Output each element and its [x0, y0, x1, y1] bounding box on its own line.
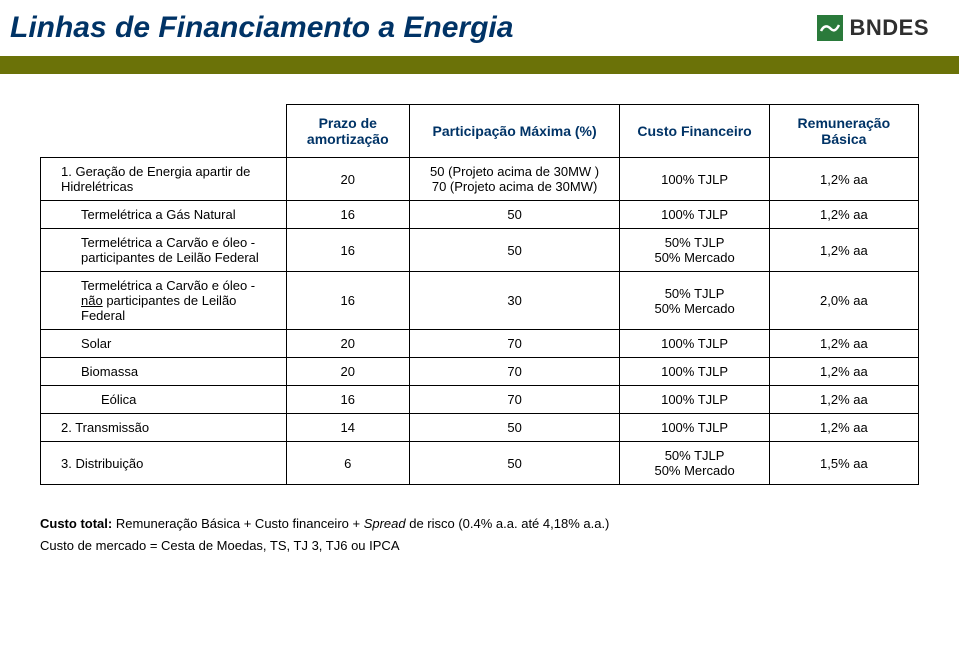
- col-header-empty: [41, 105, 287, 158]
- table-row: 2. Transmissão1450100% TJLP1,2% aa: [41, 414, 919, 442]
- content-area: Prazo de amortização Participação Máxima…: [0, 74, 959, 495]
- table-cell: 16: [286, 386, 409, 414]
- logo-icon: [817, 15, 843, 41]
- table-cell: 50% TJLP50% Mercado: [620, 442, 769, 485]
- header-bar: Linhas de Financiamento a Energia BNDES: [0, 0, 959, 56]
- table-cell: 50 (Projeto acima de 30MW )70 (Projeto a…: [409, 158, 620, 201]
- table-cell: 1,2% aa: [769, 414, 918, 442]
- table-cell: 50: [409, 229, 620, 272]
- table-cell: 100% TJLP: [620, 414, 769, 442]
- olive-strip: [0, 56, 959, 74]
- row-label: Solar: [41, 330, 287, 358]
- logo: BNDES: [817, 15, 929, 41]
- table-cell: 20: [286, 358, 409, 386]
- page-title: Linhas de Financiamento a Energia: [10, 11, 513, 45]
- table-cell: 1,2% aa: [769, 358, 918, 386]
- table-cell: 50: [409, 201, 620, 229]
- table-cell: 100% TJLP: [620, 201, 769, 229]
- footer-line2: Custo de mercado = Cesta de Moedas, TS, …: [40, 535, 919, 557]
- footer-line1-italic: Spread: [364, 516, 406, 531]
- table-cell: 100% TJLP: [620, 358, 769, 386]
- table-cell: 70: [409, 330, 620, 358]
- table-cell: 1,2% aa: [769, 229, 918, 272]
- table-cell: 50: [409, 414, 620, 442]
- col-header-remuneracao: Remuneração Básica: [769, 105, 918, 158]
- table-row: Termelétrica a Carvão e óleo - não parti…: [41, 272, 919, 330]
- row-label: 1. Geração de Energia apartir de Hidrelé…: [41, 158, 287, 201]
- table-row: Eólica1670100% TJLP1,2% aa: [41, 386, 919, 414]
- row-label: Biomassa: [41, 358, 287, 386]
- table-cell: 100% TJLP: [620, 158, 769, 201]
- table-cell: 16: [286, 201, 409, 229]
- table-cell: 1,2% aa: [769, 201, 918, 229]
- table-row: Termelétrica a Carvão e óleo - participa…: [41, 229, 919, 272]
- col-header-participacao: Participação Máxima (%): [409, 105, 620, 158]
- financing-table: Prazo de amortização Participação Máxima…: [40, 104, 919, 485]
- table-cell: 16: [286, 229, 409, 272]
- footer-line1-prefix: Custo total:: [40, 516, 112, 531]
- table-cell: 30: [409, 272, 620, 330]
- row-label: Eólica: [41, 386, 287, 414]
- footer-line1-after: de risco (0.4% a.a. até 4,18% a.a.): [406, 516, 610, 531]
- table-cell: 100% TJLP: [620, 386, 769, 414]
- table-cell: 2,0% aa: [769, 272, 918, 330]
- row-label: Termelétrica a Carvão e óleo - não parti…: [41, 272, 287, 330]
- logo-text: BNDES: [849, 15, 929, 41]
- table-cell: 1,2% aa: [769, 386, 918, 414]
- table-cell: 1,2% aa: [769, 330, 918, 358]
- table-cell: 50% TJLP50% Mercado: [620, 229, 769, 272]
- row-label: Termelétrica a Carvão e óleo - participa…: [41, 229, 287, 272]
- table-cell: 14: [286, 414, 409, 442]
- row-label: Termelétrica a Gás Natural: [41, 201, 287, 229]
- col-header-prazo: Prazo de amortização: [286, 105, 409, 158]
- table-cell: 20: [286, 158, 409, 201]
- table-header-row: Prazo de amortização Participação Máxima…: [41, 105, 919, 158]
- table-row: Solar2070100% TJLP1,2% aa: [41, 330, 919, 358]
- footer-notes: Custo total: Remuneração Básica + Custo …: [0, 495, 959, 557]
- table-cell: 50: [409, 442, 620, 485]
- col-header-custo: Custo Financeiro: [620, 105, 769, 158]
- footer-line1-rest: Remuneração Básica + Custo financeiro +: [112, 516, 363, 531]
- row-label: 3. Distribuição: [41, 442, 287, 485]
- table-cell: 16: [286, 272, 409, 330]
- table-cell: 100% TJLP: [620, 330, 769, 358]
- table-cell: 50% TJLP50% Mercado: [620, 272, 769, 330]
- footer-line1: Custo total: Remuneração Básica + Custo …: [40, 513, 919, 535]
- table-row: 3. Distribuição65050% TJLP50% Mercado1,5…: [41, 442, 919, 485]
- table-cell: 70: [409, 386, 620, 414]
- table-row: Termelétrica a Gás Natural1650100% TJLP1…: [41, 201, 919, 229]
- table-row: 1. Geração de Energia apartir de Hidrelé…: [41, 158, 919, 201]
- row-label: 2. Transmissão: [41, 414, 287, 442]
- table-cell: 20: [286, 330, 409, 358]
- table-cell: 6: [286, 442, 409, 485]
- table-cell: 1,2% aa: [769, 158, 918, 201]
- table-cell: 1,5% aa: [769, 442, 918, 485]
- table-cell: 70: [409, 358, 620, 386]
- table-row: Biomassa2070100% TJLP1,2% aa: [41, 358, 919, 386]
